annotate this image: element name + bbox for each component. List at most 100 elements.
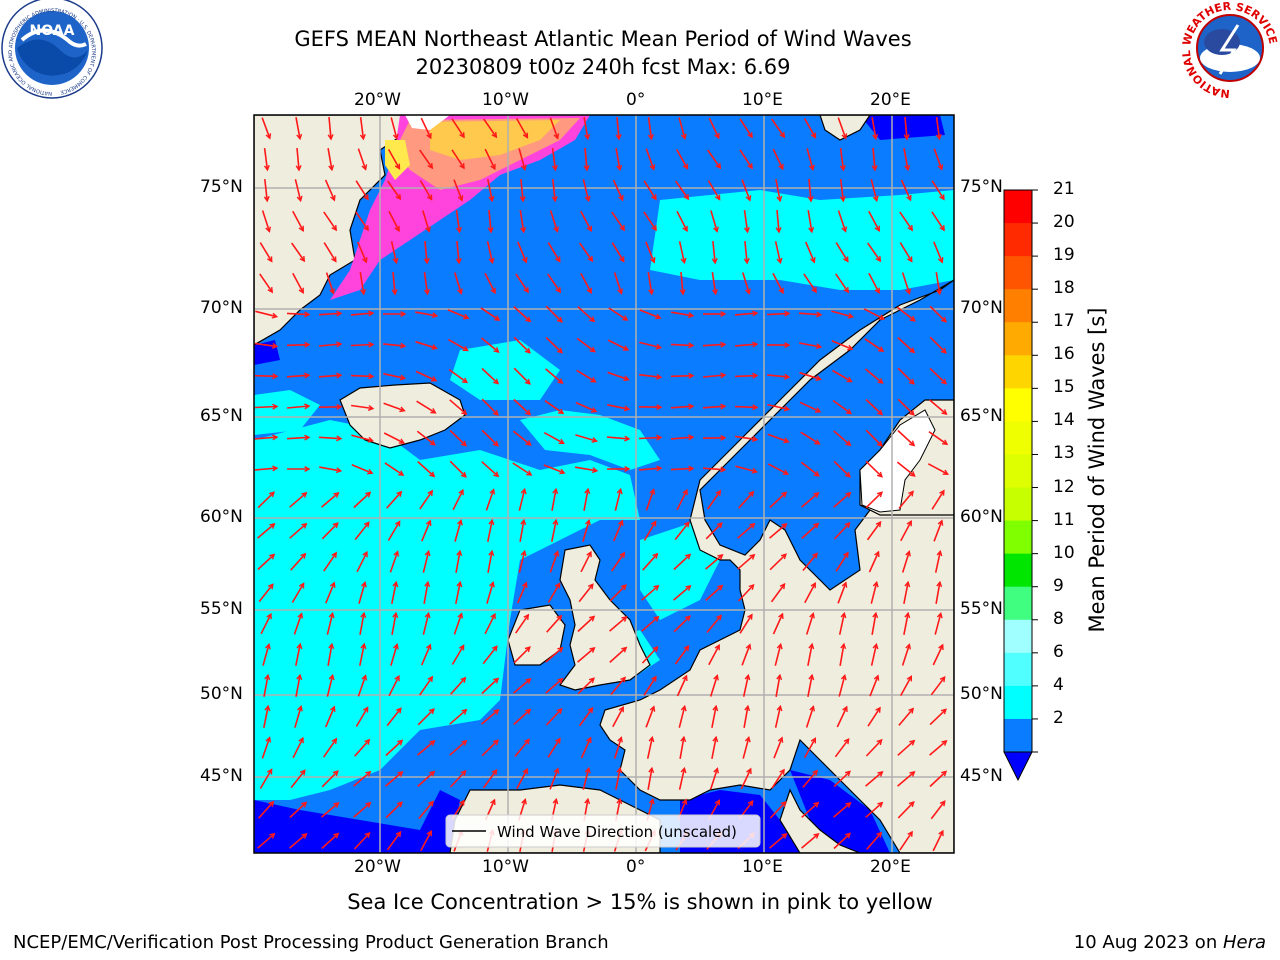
colorbar-tick-label: 8 [1053, 608, 1064, 629]
wind-wave-arrow-head [519, 196, 526, 203]
wind-wave-arrow [868, 551, 880, 573]
wind-wave-arrow [702, 343, 726, 347]
wind-wave-arrow [295, 675, 301, 697]
wind-wave-arrow [292, 210, 304, 232]
colorbar-tick-label: 14 [1053, 410, 1075, 431]
wind-wave-arrow-head [525, 677, 532, 684]
wind-wave-arrow [835, 273, 849, 293]
wind-wave-arrow [807, 209, 813, 233]
wind-wave-arrow [481, 367, 499, 385]
wind-wave-arrow-head [398, 438, 406, 444]
wind-wave-arrow [391, 582, 397, 604]
wind-wave-arrow [801, 802, 819, 818]
wind-wave-arrow [294, 179, 302, 201]
wind-wave-arrow-head [265, 736, 272, 743]
lat-label-right-60n: 60°N [960, 507, 1003, 527]
wind-wave-arrow [835, 552, 849, 572]
wind-wave-arrow [421, 520, 431, 542]
wind-wave-arrow [294, 706, 302, 728]
wind-wave-arrow [455, 582, 461, 604]
wind-wave-arrow-head [743, 258, 750, 265]
wind-wave-arrow-head [304, 403, 311, 410]
wind-wave-arrow-head [841, 133, 848, 140]
footer-date: 10 Aug 2023 on [1073, 932, 1223, 953]
wind-wave-arrow [839, 147, 845, 171]
wind-wave-arrow [741, 179, 751, 201]
wind-wave-arrow-head [816, 311, 823, 318]
wind-wave-arrow-head [783, 405, 791, 412]
wind-wave-arrow [549, 551, 559, 573]
wind-wave-arrow-head [360, 611, 367, 619]
wind-wave-arrow [419, 180, 433, 200]
wind-wave-arrow-head [336, 341, 343, 348]
wind-wave-arrow-head [459, 163, 465, 170]
wind-wave-arrow-head [846, 376, 853, 383]
colorbar-tick-label: 11 [1053, 509, 1075, 530]
wind-wave-arrow [866, 832, 882, 850]
wind-wave-arrow [904, 116, 908, 140]
wind-wave-arrow-head [712, 735, 719, 743]
wind-wave-arrow [259, 242, 273, 262]
wind-wave-arrow-head [909, 739, 916, 746]
wind-wave-arrow-head [620, 584, 627, 591]
wind-wave-arrow [576, 337, 596, 353]
wind-wave-arrow-head [813, 801, 820, 808]
wind-wave-arrow-head [873, 674, 880, 681]
footer-left: NCEP/EMC/Verification Post Processing Pr… [13, 932, 609, 953]
wind-wave-arrow-head [336, 310, 343, 317]
wind-wave-arrow [583, 117, 589, 139]
wind-wave-arrow [551, 147, 557, 171]
wind-wave-arrow-head [556, 614, 563, 621]
wind-wave-arrow [898, 490, 914, 510]
wind-wave-arrow-head [908, 490, 914, 497]
wind-wave-arrow [774, 706, 782, 728]
wind-wave-arrow-head [268, 491, 275, 498]
lat-label-right-70n: 70°N [960, 298, 1003, 318]
wind-wave-arrow [803, 273, 817, 293]
wind-wave-arrow [415, 370, 437, 382]
wind-wave-arrow [482, 645, 498, 665]
wind-wave-arrow [549, 210, 559, 232]
wind-wave-arrow-head [524, 646, 531, 653]
wind-wave-arrow-head [783, 437, 790, 444]
wind-wave-arrow-head [648, 797, 655, 805]
colorbar-tick-label: 6 [1053, 641, 1064, 662]
wind-wave-arrow-head [784, 373, 791, 380]
wind-wave-arrow [480, 337, 500, 353]
wind-wave-arrow [448, 368, 468, 384]
wind-wave-arrow [543, 431, 565, 445]
wind-wave-arrow-head [269, 553, 276, 560]
wind-wave-arrow [289, 801, 307, 819]
wind-wave-arrow-head [263, 164, 270, 172]
wind-wave-arrow [487, 551, 493, 573]
wind-wave-arrow [455, 209, 461, 233]
lat-label-left-75n: 75°N [200, 177, 243, 197]
wind-wave-arrow [838, 675, 846, 697]
wind-wave-arrow [547, 583, 561, 603]
wind-wave-arrow-head [617, 736, 623, 743]
wind-wave-arrow [865, 739, 883, 757]
wind-wave-arrow-head [426, 132, 432, 140]
wind-wave-arrow-head [908, 409, 915, 416]
wind-wave-arrow-head [362, 550, 368, 558]
wind-wave-arrow [734, 435, 758, 441]
wind-wave-arrow-head [713, 226, 719, 233]
wind-wave-arrow [385, 739, 403, 757]
wind-wave-arrow [582, 179, 590, 201]
wind-wave-arrow-head [398, 470, 405, 476]
wind-wave-arrow-head [296, 673, 303, 681]
wind-wave-arrow [737, 523, 755, 539]
wind-wave-arrow-head [456, 518, 463, 526]
wind-wave-arrow-head [587, 706, 594, 714]
wind-wave-arrow-head [907, 256, 913, 263]
wind-wave-arrow [392, 271, 396, 295]
wind-wave-arrow [834, 738, 850, 758]
wind-wave-arrow-head [492, 739, 499, 746]
wind-wave-arrow-head [304, 465, 311, 473]
wind-wave-arrow-head [651, 194, 657, 201]
wind-wave-arrow [774, 241, 782, 263]
wind-wave-arrow-head [591, 407, 598, 413]
wind-wave-arrow-head [909, 470, 916, 477]
wind-wave-arrow [543, 464, 565, 474]
wind-wave-arrow [263, 675, 269, 697]
